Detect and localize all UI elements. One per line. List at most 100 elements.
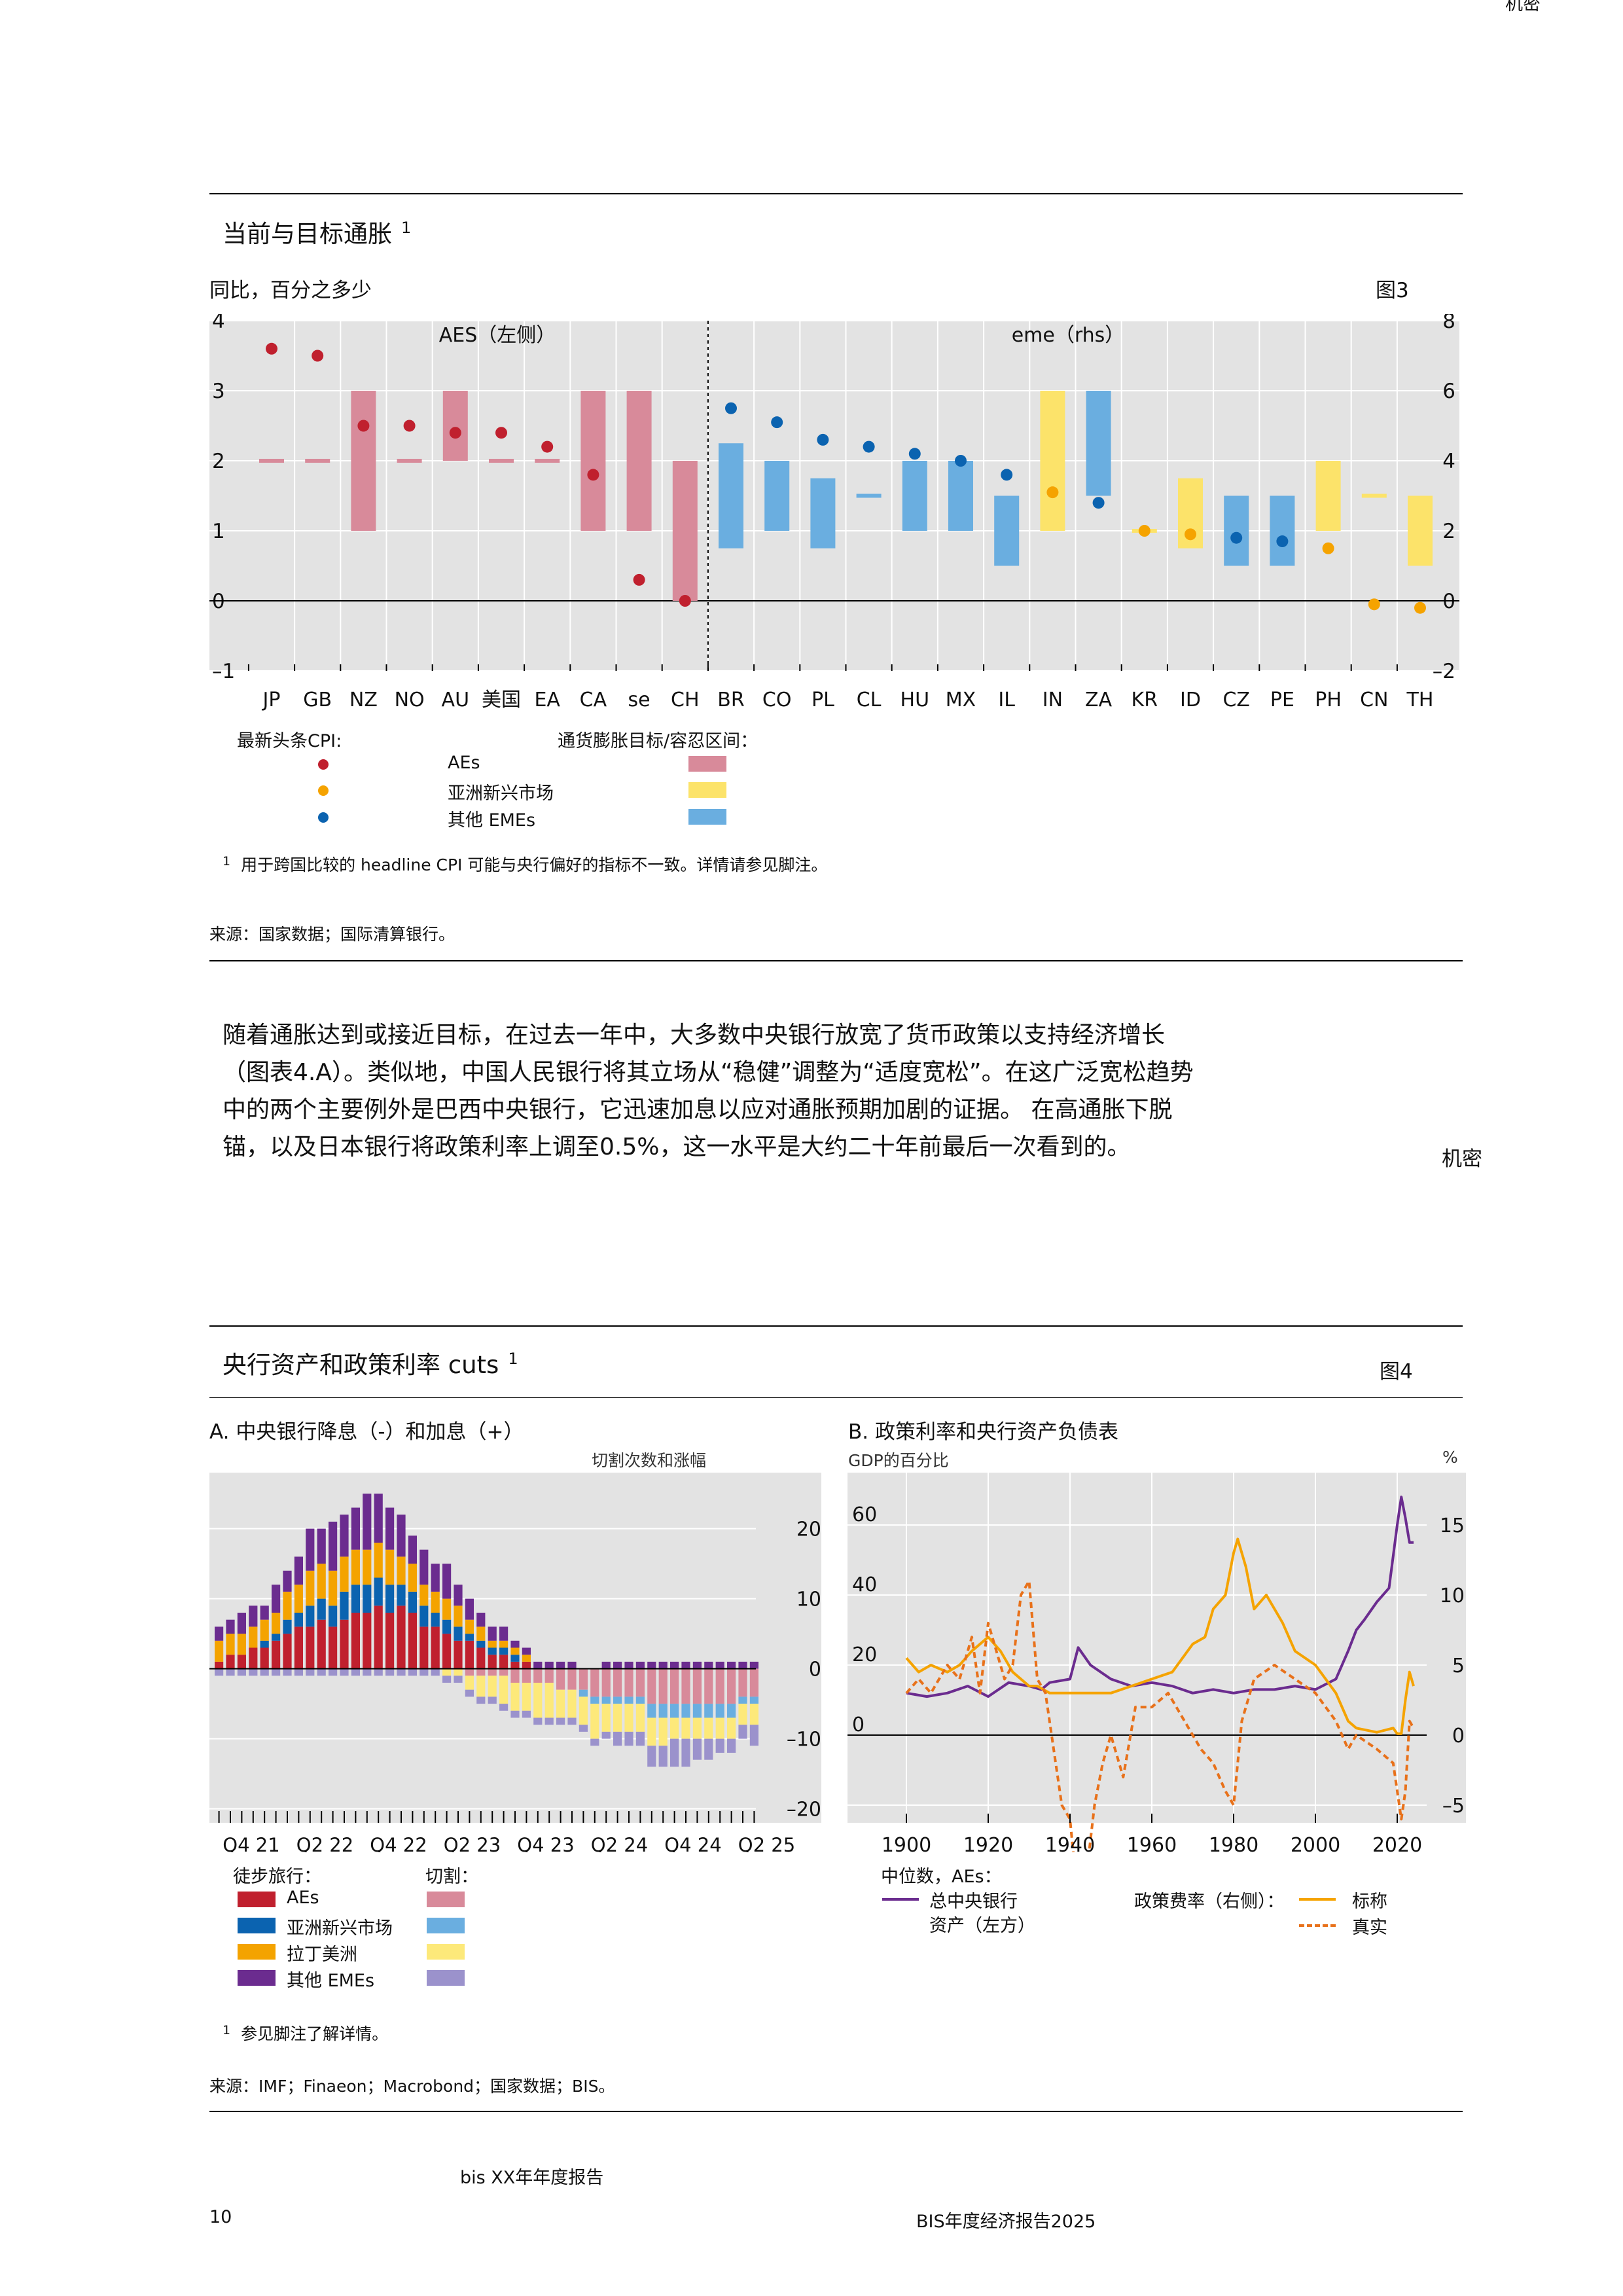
cut-bar-segment — [749, 1725, 758, 1746]
x-tick-label: Q4 24 — [664, 1834, 721, 1852]
x-tick-label: Q4 21 — [223, 1834, 279, 1852]
cut-bar-segment — [476, 1696, 486, 1704]
hike-bar-segment — [431, 1564, 440, 1592]
footer-report-right: BIS年度经济报告2025 — [916, 2212, 1096, 2232]
series-line-real — [905, 1579, 1415, 1852]
x-tick-label: Q4 22 — [370, 1834, 427, 1852]
hike-bar-segment — [556, 1661, 565, 1669]
cut-bar-segment — [715, 1668, 724, 1704]
legendA-hike-latam — [238, 1944, 276, 1960]
y-tick-right: 4 — [1442, 450, 1455, 473]
x-tick-label: Q2 24 — [591, 1834, 648, 1852]
hike-bar-segment — [522, 1655, 531, 1662]
hike-bar-segment — [374, 1494, 383, 1543]
legend-swatch-ae-target — [688, 756, 726, 772]
x-tick-label: PL — [812, 689, 834, 711]
cut-bar-segment — [670, 1704, 679, 1718]
figure4-title: 央行资产和政策利率 cuts 1 — [223, 1350, 518, 1379]
cut-bar-segment — [681, 1704, 690, 1718]
cut-bar-segment — [647, 1746, 656, 1767]
hike-bar-segment — [226, 1655, 235, 1669]
cpi-dot — [357, 420, 370, 432]
hike-bar-segment — [454, 1640, 463, 1669]
y-tick: 20 — [796, 1518, 821, 1541]
cut-bar-segment — [499, 1668, 508, 1676]
cut-bar-segment — [590, 1696, 599, 1704]
target-point — [535, 459, 560, 463]
hike-bar-segment — [510, 1647, 520, 1655]
cut-bar-segment — [442, 1668, 452, 1676]
x-tick-label: JP — [262, 689, 281, 711]
target-bar — [672, 461, 698, 601]
y-tick-left: 40 — [852, 1573, 877, 1596]
y-tick-right: –5 — [1442, 1795, 1465, 1818]
hike-bar-segment — [658, 1661, 668, 1669]
hike-bar-segment — [533, 1661, 543, 1669]
cut-bar-segment — [237, 1668, 246, 1676]
x-tick-label: MX — [946, 689, 976, 711]
cut-bar-segment — [658, 1668, 668, 1704]
cut-bar-segment — [329, 1668, 338, 1676]
cpi-dot — [908, 448, 921, 460]
hike-bar-segment — [374, 1543, 383, 1578]
hike-bar-segment — [363, 1613, 372, 1669]
target-bar — [764, 461, 790, 531]
hike-bar-segment — [454, 1585, 463, 1606]
cut-bar-segment — [476, 1668, 486, 1676]
cut-bar-segment — [556, 1689, 565, 1718]
figure4-source: 来源：IMF；Finaeon；Macrobond；国家数据；BIS。 — [209, 2077, 615, 2096]
hike-bar-segment — [272, 1585, 281, 1613]
cut-bar-segment — [488, 1668, 497, 1676]
cut-bar-segment — [442, 1676, 452, 1683]
hike-bar-segment — [260, 1605, 269, 1620]
cpi-dot — [495, 427, 507, 439]
legendB-real-label: 真实 — [1352, 1918, 1387, 1938]
legend-swatch-eme-target — [688, 809, 726, 825]
hike-bar-segment — [363, 1494, 372, 1550]
hike-bar-segment — [317, 1528, 326, 1564]
cut-bar-segment — [624, 1668, 633, 1697]
cut-bar-segment — [692, 1717, 702, 1739]
figure3-bottom-rule — [209, 960, 1463, 961]
cut-bar-segment — [499, 1704, 508, 1711]
y-tick-right: 2 — [1442, 520, 1455, 543]
x-tick-label: 1940 — [1045, 1834, 1095, 1852]
x-tick-label: Q4 23 — [517, 1834, 574, 1852]
cut-bar-segment — [510, 1710, 520, 1718]
y-tick-left: 3 — [212, 380, 225, 403]
cut-bar-segment — [635, 1704, 645, 1732]
legend-dot-ae — [318, 759, 329, 770]
cut-bar-segment — [283, 1668, 292, 1676]
hike-bar-segment — [351, 1585, 360, 1613]
x-tick-label: AU — [442, 689, 469, 711]
cpi-dot — [1276, 535, 1289, 548]
x-tick-label: EA — [534, 689, 560, 711]
hike-bar-segment — [340, 1515, 349, 1557]
cut-bar-segment — [294, 1668, 303, 1676]
hike-bar-segment — [272, 1640, 281, 1669]
cut-bar-segment — [601, 1704, 611, 1732]
cut-bar-segment — [556, 1717, 565, 1725]
cut-bar-segment — [613, 1696, 622, 1704]
x-tick-label: PH — [1315, 689, 1342, 711]
hike-bar-segment — [340, 1619, 349, 1669]
hike-bar-segment — [419, 1626, 429, 1669]
cut-bar-segment — [681, 1717, 690, 1739]
x-tick-label: GB — [303, 689, 332, 711]
hike-bar-segment — [306, 1528, 315, 1571]
cpi-dot — [1414, 601, 1426, 614]
hike-bar-segment — [385, 1507, 395, 1550]
hike-bar-segment — [329, 1570, 338, 1606]
x-tick-label: Q2 23 — [444, 1834, 501, 1852]
hike-bar-segment — [351, 1549, 360, 1585]
panelB-chart: –10–505101502040601900192019401960198020… — [847, 1473, 1466, 1852]
hike-bar-segment — [488, 1647, 497, 1655]
legendA-hike-ae — [238, 1892, 276, 1907]
hike-bar-segment — [237, 1655, 246, 1669]
cpi-dot — [725, 402, 737, 414]
cut-bar-segment — [749, 1704, 758, 1725]
hike-bar-segment — [715, 1661, 724, 1669]
cut-bar-segment — [431, 1668, 440, 1676]
cut-bar-segment — [419, 1668, 429, 1676]
cut-bar-segment — [749, 1668, 758, 1697]
